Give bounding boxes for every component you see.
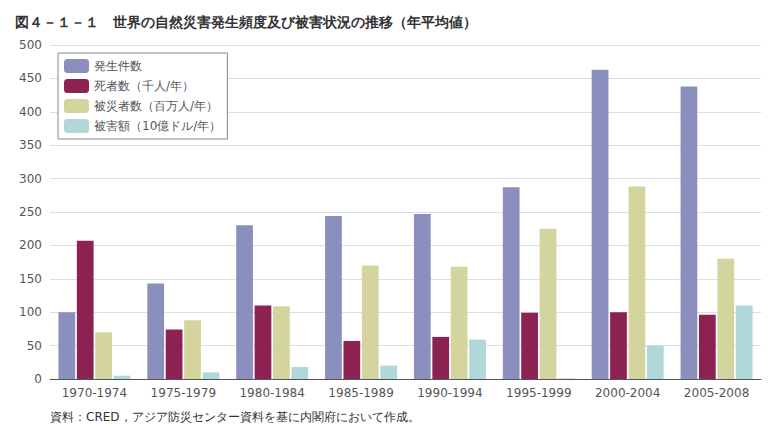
svg-text:2005-2008: 2005-2008 <box>684 386 749 400</box>
svg-text:0: 0 <box>34 372 42 386</box>
svg-text:被災者数（百万人/年）: 被災者数（百万人/年） <box>94 99 218 113</box>
svg-text:200: 200 <box>19 238 42 252</box>
svg-text:400: 400 <box>19 105 42 119</box>
svg-text:1980-1984: 1980-1984 <box>239 386 304 400</box>
svg-text:1975-1979: 1975-1979 <box>151 386 216 400</box>
svg-text:1985-1989: 1985-1989 <box>328 386 393 400</box>
svg-text:発生件数: 発生件数 <box>94 59 142 73</box>
svg-text:1970-1974: 1970-1974 <box>62 386 127 400</box>
svg-text:250: 250 <box>19 205 42 219</box>
svg-text:被害額（10億ドル/年）: 被害額（10億ドル/年） <box>94 119 221 133</box>
svg-text:350: 350 <box>19 138 42 152</box>
svg-text:100: 100 <box>19 305 42 319</box>
svg-text:150: 150 <box>19 272 42 286</box>
svg-text:50: 50 <box>27 339 42 353</box>
svg-text:1995-1999: 1995-1999 <box>506 386 571 400</box>
svg-text:図４－１－１ 世界の自然災害発生頻度及び被害状況の推移（年平: 図４－１－１ 世界の自然災害発生頻度及び被害状況の推移（年平均値） <box>15 14 477 30</box>
svg-text:500: 500 <box>19 38 42 52</box>
svg-text:資料：CRED，アジア防災センター資料を基に内閣府において作: 資料：CRED，アジア防災センター資料を基に内閣府において作成。 <box>50 410 420 424</box>
svg-text:300: 300 <box>19 172 42 186</box>
svg-text:2000-2004: 2000-2004 <box>595 386 660 400</box>
svg-text:450: 450 <box>19 71 42 85</box>
svg-text:1990-1994: 1990-1994 <box>417 386 482 400</box>
svg-text:死者数（千人/年）: 死者数（千人/年） <box>94 79 194 93</box>
